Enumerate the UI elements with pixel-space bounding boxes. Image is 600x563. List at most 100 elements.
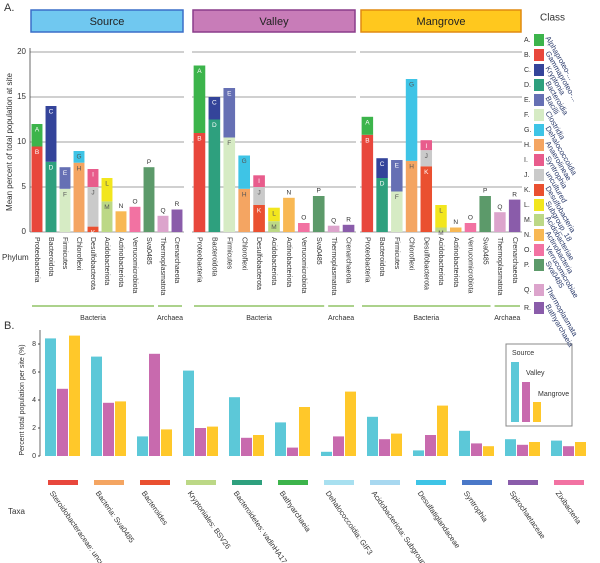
x-tick-label: Acidobacteriota (270, 237, 277, 285)
bar (517, 444, 528, 456)
category-strip (508, 480, 538, 485)
segment-label: N (119, 203, 124, 210)
bar-segment (464, 223, 477, 232)
bar-segment (157, 215, 169, 232)
panel-label: A. (4, 2, 14, 14)
bar-segment (253, 175, 265, 187)
y-axis-label: Percent total population per site (%) (19, 344, 26, 455)
x-tick-label: Sva0485 (315, 237, 322, 265)
category-strip (278, 480, 308, 485)
bar (57, 388, 68, 456)
x-tick-label: Crenarchaeota (511, 237, 518, 283)
legend-swatch (533, 402, 541, 422)
segment-label: K (424, 169, 429, 176)
segment-label: I (425, 143, 427, 150)
segment-label: I (92, 172, 94, 179)
bar-segment (223, 88, 236, 138)
x-tick-label: Desulfobacterota (422, 237, 429, 290)
facet-title: Source (90, 16, 125, 28)
bar (275, 422, 286, 456)
y-tick-label: 0 (32, 453, 36, 460)
bar-segment (223, 137, 236, 232)
segment-label: L (105, 181, 109, 188)
bar-segment (391, 160, 403, 192)
domain-label: Archaea (157, 315, 183, 322)
segment-label: H (242, 192, 247, 199)
segment-label: R (512, 191, 517, 198)
legend-swatch (511, 362, 519, 422)
bar-segment (238, 188, 250, 232)
legend-swatch (534, 284, 544, 296)
bar (103, 402, 114, 456)
legend-swatch (534, 244, 544, 256)
x-tick-label: Bacteroidota (47, 237, 54, 276)
bar-segment (45, 161, 57, 232)
segment-label: I (258, 178, 260, 185)
bar-segment (87, 169, 99, 187)
bar-segment (376, 178, 388, 232)
y-tick-label: 15 (17, 92, 26, 101)
y-tick-label: 10 (17, 137, 26, 146)
y-axis-label: Mean percent of total population at site (5, 73, 14, 211)
bar (207, 426, 218, 456)
x-tick-label: Spirochaetaceae (508, 489, 548, 540)
x-tick-label: Actinobacteriota (117, 237, 124, 287)
facet-header (30, 9, 184, 33)
bar-segment (405, 79, 418, 161)
bar-segment (59, 167, 71, 189)
segment-label: B (365, 138, 369, 145)
bar-segment (193, 133, 206, 232)
x-tick-label: Verrucomicrobiota (131, 237, 138, 294)
bar (437, 405, 448, 456)
bar-segment (391, 191, 403, 232)
x-tick-label: Bacteria: Sva0485 (94, 489, 137, 544)
segment-label: O (301, 215, 306, 222)
legend-code: H. (524, 142, 531, 149)
bar (69, 335, 80, 456)
segment-label: N (453, 219, 458, 226)
y-tick-label: 8 (32, 341, 36, 348)
segment-label: A (35, 127, 40, 134)
y-tick-label: 6 (32, 369, 36, 376)
segment-label: R (346, 217, 351, 224)
bar-segment (101, 178, 113, 202)
legend-swatch (534, 49, 544, 61)
category-strip (554, 480, 584, 485)
x-tick-label: Crenarchaeota (345, 237, 352, 283)
legend-swatch (534, 79, 544, 91)
domain-label: Bacteria (246, 315, 272, 322)
x-tick-label: Kryptoniales: BSV26 (186, 489, 233, 551)
x-tick-label: Zixibacteria (554, 489, 584, 526)
bar-segment (129, 206, 141, 232)
legend-code: I. (524, 157, 528, 164)
legend-code: B. (524, 52, 531, 59)
segment-label: B (197, 136, 201, 143)
bar-segment (73, 151, 85, 163)
bar-segment (420, 140, 433, 151)
bar-segment (59, 188, 71, 232)
category-strip (94, 480, 124, 485)
bar-segment (361, 116, 374, 135)
segment-label: E (63, 170, 68, 177)
legend-swatch (534, 139, 544, 151)
bar-segment (405, 160, 418, 232)
bar (483, 446, 494, 456)
x-tick-label: Firmicutes (393, 237, 400, 270)
legend-swatch (534, 214, 544, 226)
bar-segment (101, 201, 113, 232)
legend-code: J. (524, 172, 530, 179)
segment-label: F (227, 140, 231, 147)
segment-label: L (439, 208, 443, 215)
bar (321, 451, 332, 456)
bar-segment (327, 225, 340, 232)
segment-label: D (380, 181, 385, 188)
legend-swatch (534, 184, 544, 196)
category-strip (186, 480, 216, 485)
legend-swatch (534, 124, 544, 136)
legend-swatch (534, 34, 544, 46)
legend-code: O. (524, 247, 531, 254)
legend-swatch (534, 199, 544, 211)
segment-label: R (175, 201, 180, 208)
segment-label: D (49, 165, 54, 172)
